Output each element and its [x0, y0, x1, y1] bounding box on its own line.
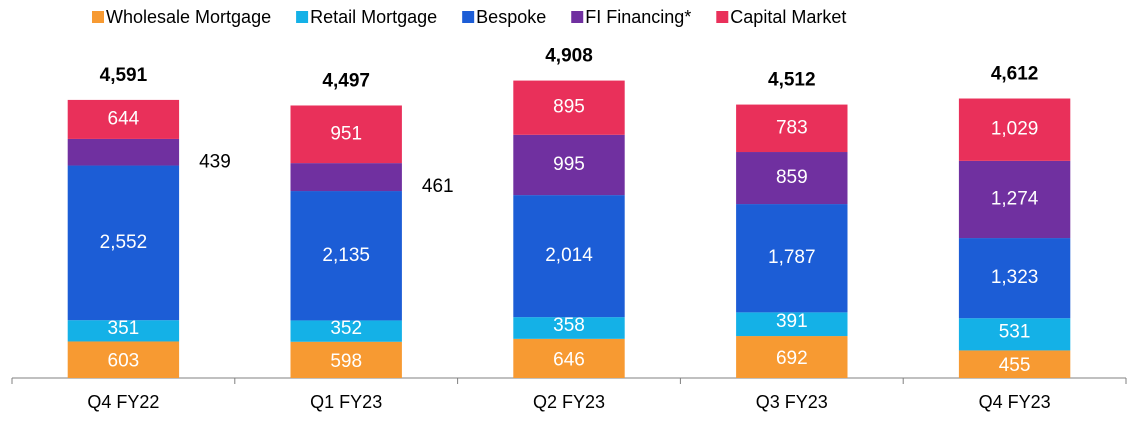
x-tick-label: Q4 FY23 [979, 392, 1051, 412]
data-label: 461 [422, 176, 454, 197]
data-label: 352 [330, 318, 362, 339]
data-label: 531 [999, 321, 1031, 342]
bar-segment [958, 98, 1071, 161]
data-label: 598 [330, 351, 362, 372]
total-label: 4,591 [100, 65, 148, 86]
bar-segment [958, 350, 1071, 378]
x-tick-label: Q2 FY23 [533, 392, 605, 412]
bar-segment [290, 105, 402, 164]
bar-segment [736, 204, 848, 313]
legend-label: FI Financing* [585, 7, 691, 27]
total-label: 4,908 [545, 46, 593, 67]
data-label: 351 [108, 318, 140, 339]
x-tick-label: Q4 FY22 [87, 392, 159, 412]
total-label: 4,612 [991, 64, 1039, 85]
bar-segment [67, 99, 180, 139]
bar-segment [736, 312, 848, 337]
bar-segment [958, 238, 1071, 319]
bar-segment [67, 320, 180, 342]
bar-segment [958, 160, 1071, 239]
bar-segment [513, 195, 625, 318]
data-label: 1,323 [991, 267, 1039, 288]
bar-segment [736, 104, 848, 153]
x-tick-label: Q1 FY23 [310, 392, 382, 412]
data-label: 783 [776, 117, 808, 138]
legend-label: Wholesale Mortgage [106, 7, 271, 27]
bar-segment [958, 318, 1071, 351]
bar-segment [736, 152, 848, 205]
data-label: 2,014 [545, 245, 593, 266]
data-label: 603 [108, 351, 140, 372]
data-label: 646 [553, 349, 585, 370]
data-label: 859 [776, 167, 808, 188]
legend-swatch [92, 11, 104, 23]
bar-segment [513, 80, 625, 135]
legend-label: Retail Mortgage [310, 7, 437, 27]
bar-segment [290, 191, 402, 321]
data-label: 358 [553, 315, 585, 336]
x-tick-label: Q3 FY23 [756, 392, 828, 412]
data-label: 439 [199, 151, 231, 172]
data-label: 1,029 [991, 119, 1039, 140]
data-label: 995 [553, 154, 585, 175]
data-label: 455 [999, 355, 1031, 376]
data-label: 1,787 [768, 247, 816, 268]
bar-segment [736, 336, 848, 378]
total-label: 4,512 [768, 70, 816, 91]
bar-segment [290, 341, 402, 378]
data-label: 391 [776, 311, 808, 332]
bar-segment [67, 165, 180, 321]
legend-label: Bespoke [476, 7, 546, 27]
data-label: 2,552 [100, 232, 148, 253]
legend-label: Capital Market [730, 7, 846, 27]
total-label: 4,497 [322, 70, 370, 91]
data-label: 644 [108, 108, 140, 129]
bar-segment [513, 338, 625, 378]
data-label: 895 [553, 97, 585, 118]
legend-swatch [716, 11, 729, 23]
bar-segment [290, 163, 402, 192]
legend-swatch [296, 11, 309, 23]
legend-swatch [571, 11, 584, 23]
bar-segment [290, 320, 402, 342]
data-label: 951 [330, 123, 362, 144]
bar-segment [513, 134, 625, 196]
bar-segment [513, 317, 625, 339]
data-label: 1,274 [991, 188, 1039, 209]
bar-segment [67, 341, 180, 378]
data-label: 692 [776, 348, 808, 369]
bar-segment [67, 138, 180, 166]
legend-swatch [462, 11, 475, 23]
data-label: 2,135 [322, 245, 370, 266]
